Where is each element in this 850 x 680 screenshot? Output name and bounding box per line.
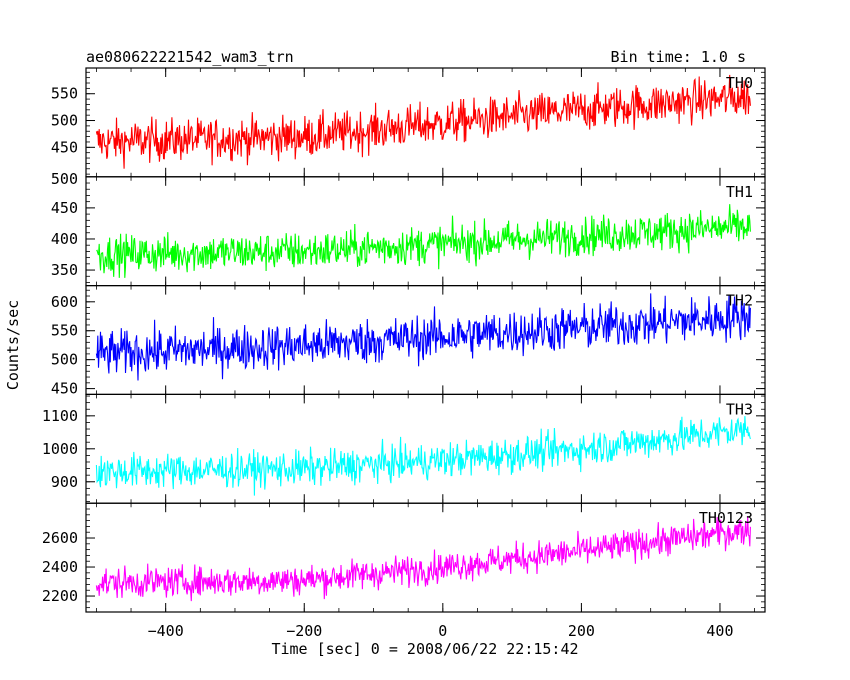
- y-tick-label: 900: [51, 473, 78, 491]
- y-tick-label: 350: [51, 261, 78, 279]
- y-axis-label: Counts/sec: [4, 300, 22, 390]
- x-tick-label: −400: [148, 622, 184, 640]
- y-tick-label: 2600: [42, 529, 78, 547]
- panel-label-th1: TH1: [726, 183, 753, 201]
- y-tick-label: 1100: [42, 407, 78, 425]
- y-tick-label: 600: [51, 293, 78, 311]
- panel-frame-th0123: [85, 502, 766, 613]
- panel-label-th0123: TH0123: [699, 509, 753, 527]
- panel-frame-th3: [85, 393, 766, 504]
- x-tick-label: 400: [706, 622, 733, 640]
- y-tick-label: 550: [51, 85, 78, 103]
- y-tick-label-top: 500: [51, 170, 78, 188]
- series-line-th3: [95, 416, 751, 496]
- x-tick-label: 200: [568, 622, 595, 640]
- series-line-th0123: [95, 516, 751, 602]
- y-tick-label: 1000: [42, 440, 78, 458]
- panel-label-th3: TH3: [726, 400, 753, 418]
- x-axis-label: Time [sec] 0 = 2008/06/22 22:15:42: [271, 640, 578, 658]
- series-line-th1: [96, 204, 751, 278]
- y-tick-label: 400: [51, 230, 78, 248]
- series-line-th0: [95, 74, 751, 169]
- y-tick-label: 2200: [42, 587, 78, 605]
- y-tick-label: 450: [51, 199, 78, 217]
- chart-title-left: ae080622221542_wam3_trn: [86, 48, 294, 66]
- y-tick-label: 550: [51, 322, 78, 340]
- panels-group: 450 500 550 TH0 350 400 450 500 TH1 450 500 550 600 T…: [42, 67, 766, 640]
- y-tick-label: 500: [51, 351, 78, 369]
- series-line-th2: [95, 293, 751, 381]
- chart-title-right: Bin time: 1.0 s: [611, 48, 746, 66]
- y-tick-label: 450: [51, 380, 78, 398]
- x-tick-label: −200: [286, 622, 322, 640]
- y-tick-label: 500: [51, 112, 78, 130]
- panel-frame-th0: [85, 67, 766, 178]
- y-tick-label: 450: [51, 138, 78, 156]
- x-tick-label: 0: [438, 622, 447, 640]
- panel-label-th2: TH2: [726, 292, 753, 310]
- y-tick-label: 2400: [42, 558, 78, 576]
- panel-label-th0: TH0: [726, 74, 753, 92]
